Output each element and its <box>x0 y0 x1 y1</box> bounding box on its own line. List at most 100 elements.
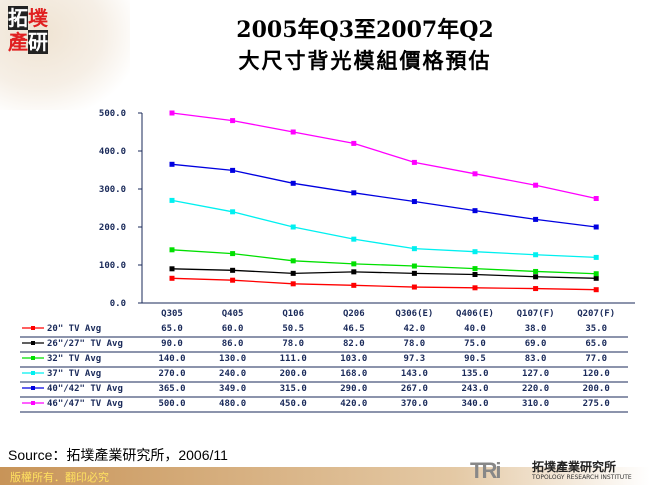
table-cell: 267.0 <box>401 384 428 394</box>
table-cell: 450.0 <box>280 399 307 409</box>
data-point <box>472 171 478 177</box>
y-tick-label: 0.0 <box>110 299 126 309</box>
table-cell: 275.0 <box>583 399 610 409</box>
source-note: Source：拓墣產業研究所，2006/11 <box>8 447 228 463</box>
x-tick-label: Q406(E) <box>456 309 494 319</box>
table-cell: 340.0 <box>461 399 488 409</box>
y-tick-label: 100.0 <box>99 261 126 271</box>
table-cell: 200.0 <box>583 384 610 394</box>
legend-marker <box>31 356 35 360</box>
y-tick-label: 400.0 <box>99 147 126 157</box>
brand-name-cn: 拓墣產業研究所 <box>532 460 617 474</box>
table-cell: 111.0 <box>280 354 307 364</box>
x-tick-label: Q405 <box>222 309 244 319</box>
legend-marker <box>31 401 35 405</box>
series-line <box>171 277 597 291</box>
table-cell: 365.0 <box>158 384 185 394</box>
table-cell: 90.0 <box>161 339 183 349</box>
legend-label: 26"/27" TV Avg <box>47 339 123 349</box>
data-point <box>230 167 236 173</box>
data-point <box>533 286 539 292</box>
data-point <box>411 270 417 276</box>
data-point <box>351 236 357 242</box>
x-tick-label: Q306(E) <box>395 309 433 319</box>
data-point <box>351 261 357 267</box>
table-cell: 65.0 <box>585 339 607 349</box>
data-point <box>290 270 296 276</box>
table-cell: 78.0 <box>282 339 304 349</box>
x-tick-label: Q206 <box>343 309 365 319</box>
table-cell: 270.0 <box>158 369 185 379</box>
table-cell: 38.0 <box>525 324 547 334</box>
series-line <box>171 199 597 259</box>
table-cell: 82.0 <box>343 339 365 349</box>
table-cell: 500.0 <box>158 399 185 409</box>
table-cell: 140.0 <box>158 354 185 364</box>
table-cell: 240.0 <box>219 369 246 379</box>
table-cell: 315.0 <box>280 384 307 394</box>
copyright-text: 版權所有．翻印必究 <box>10 471 109 484</box>
table-cell: 77.0 <box>585 354 607 364</box>
table-cell: 200.0 <box>280 369 307 379</box>
data-point <box>533 182 539 188</box>
table-cell: 40.0 <box>464 324 486 334</box>
series-line <box>171 249 597 275</box>
x-tick-label: Q305 <box>161 309 183 319</box>
legend-marker <box>31 386 35 390</box>
data-point <box>533 216 539 222</box>
data-point <box>411 199 417 205</box>
table-cell: 69.0 <box>525 339 547 349</box>
table-cell: 127.0 <box>522 369 549 379</box>
table-cell: 50.5 <box>282 324 304 334</box>
tri-logo: TRi <box>470 458 501 483</box>
table-cell: 290.0 <box>340 384 367 394</box>
data-point <box>290 224 296 230</box>
data-point <box>472 249 478 255</box>
data-point <box>411 246 417 252</box>
data-point <box>230 251 236 257</box>
table-cell: 130.0 <box>219 354 246 364</box>
data-point <box>169 161 175 167</box>
series-line <box>171 163 597 228</box>
data-point <box>593 271 599 277</box>
data-point <box>593 254 599 260</box>
y-tick-label: 300.0 <box>99 185 126 195</box>
data-point <box>290 258 296 264</box>
legend-label: 32" TV Avg <box>47 354 101 364</box>
data-point <box>593 224 599 230</box>
data-point <box>472 272 478 277</box>
table-cell: 243.0 <box>461 384 488 394</box>
table-cell: 78.0 <box>404 339 426 349</box>
table-cell: 65.0 <box>161 324 183 334</box>
data-point <box>169 266 175 272</box>
legend-label: 20" TV Avg <box>47 324 101 334</box>
table-cell: 42.0 <box>404 324 426 334</box>
table-cell: 46.5 <box>343 324 365 334</box>
data-point <box>411 159 417 165</box>
line-chart: 0.0 100.0 200.0 300.0 400.0 500.0 Q305 Q405 Q106… <box>20 109 635 413</box>
data-point <box>533 274 539 280</box>
table-cell: 168.0 <box>340 369 367 379</box>
data-point <box>351 190 357 196</box>
table-cell: 75.0 <box>464 339 486 349</box>
x-tick-label: Q107(F) <box>517 309 555 319</box>
legend-label: 40"/42" TV Avg <box>47 384 123 394</box>
data-point <box>290 129 296 135</box>
table-cell: 480.0 <box>219 399 246 409</box>
table-cell: 60.0 <box>222 324 244 334</box>
title-line-1: 2005年Q3至2007年Q2 <box>236 17 494 43</box>
logo: 拓墣產研 <box>8 6 48 54</box>
series-line <box>171 268 597 279</box>
data-point <box>593 196 599 201</box>
data-point <box>169 275 175 281</box>
x-tick-label: Q207(F) <box>577 309 615 319</box>
brand-name-en: TOPOLOGY RESEARCH INSTITUTE <box>532 474 632 481</box>
data-point <box>230 267 236 273</box>
data-point <box>472 285 478 291</box>
table-cell: 420.0 <box>340 399 367 409</box>
x-tick-label: Q106 <box>282 309 304 319</box>
data-point <box>230 277 236 283</box>
data-point <box>230 118 236 124</box>
data-point <box>169 247 175 253</box>
legend-label: 37" TV Avg <box>47 369 101 379</box>
